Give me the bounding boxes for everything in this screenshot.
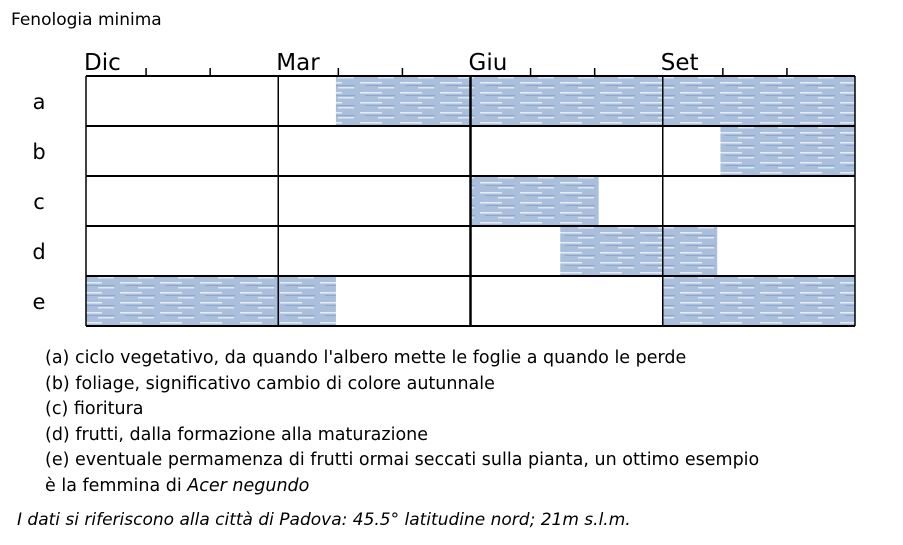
legend-species: Acer negundo xyxy=(187,475,310,496)
row-label-e: e xyxy=(33,290,46,314)
month-label: Mar xyxy=(276,50,320,76)
row-label-b: b xyxy=(32,140,45,164)
legend-item-b: (b) foliage, significativo cambio di col… xyxy=(45,373,495,394)
phenology-chart: a b c d e Dic Mar Giu Set xyxy=(32,50,856,327)
legend-item-d: (d) frutti, dalla formazione alla matura… xyxy=(45,424,429,445)
legend-item-c: (c) fioritura xyxy=(45,399,144,419)
bar-e xyxy=(662,277,855,326)
month-label: Giu xyxy=(469,50,508,76)
bar-a xyxy=(335,77,855,126)
bar-d xyxy=(560,227,718,276)
legend-item-a: (a) ciclo vegetativo, da quando l'albero… xyxy=(45,348,687,368)
bar-c xyxy=(470,177,599,226)
bar-e xyxy=(86,277,336,326)
legend: (a) ciclo vegetativo, da quando l'albero… xyxy=(45,346,759,499)
row-label-d: d xyxy=(32,240,45,264)
bar-b xyxy=(720,127,855,176)
row-label-a: a xyxy=(33,90,46,114)
legend-prefix: è la femmina di xyxy=(45,475,188,496)
footnote: I dati si riferiscono alla città di Pado… xyxy=(17,510,631,530)
legend-item-e: (e) eventuale permamenza di frutti ormai… xyxy=(45,450,760,470)
month-label: Set xyxy=(661,50,699,76)
row-label-c: c xyxy=(33,190,45,214)
chart-title: Fenologia minima xyxy=(11,10,162,30)
month-label: Dic xyxy=(84,50,121,76)
legend-item-e-cont: è la femmina di Acer negundo xyxy=(45,474,759,500)
